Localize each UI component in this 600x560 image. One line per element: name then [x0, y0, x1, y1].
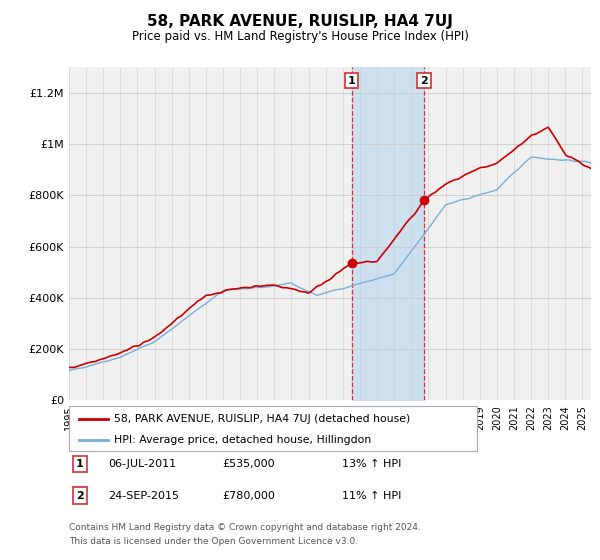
Text: 1: 1 — [76, 459, 83, 469]
Text: 2: 2 — [420, 76, 428, 86]
Text: Price paid vs. HM Land Registry's House Price Index (HPI): Price paid vs. HM Land Registry's House … — [131, 30, 469, 43]
Text: This data is licensed under the Open Government Licence v3.0.: This data is licensed under the Open Gov… — [69, 537, 358, 546]
Text: 58, PARK AVENUE, RUISLIP, HA4 7UJ: 58, PARK AVENUE, RUISLIP, HA4 7UJ — [147, 14, 453, 29]
Text: 13% ↑ HPI: 13% ↑ HPI — [342, 459, 401, 469]
Text: HPI: Average price, detached house, Hillingdon: HPI: Average price, detached house, Hill… — [114, 435, 371, 445]
Text: 24-SEP-2015: 24-SEP-2015 — [108, 491, 179, 501]
Text: Contains HM Land Registry data © Crown copyright and database right 2024.: Contains HM Land Registry data © Crown c… — [69, 523, 421, 532]
Text: 06-JUL-2011: 06-JUL-2011 — [108, 459, 176, 469]
Text: £780,000: £780,000 — [222, 491, 275, 501]
FancyBboxPatch shape — [69, 406, 477, 451]
Text: 11% ↑ HPI: 11% ↑ HPI — [342, 491, 401, 501]
Text: 2: 2 — [76, 491, 83, 501]
Text: 1: 1 — [348, 76, 356, 86]
Text: 58, PARK AVENUE, RUISLIP, HA4 7UJ (detached house): 58, PARK AVENUE, RUISLIP, HA4 7UJ (detac… — [114, 413, 410, 423]
Text: £535,000: £535,000 — [222, 459, 275, 469]
